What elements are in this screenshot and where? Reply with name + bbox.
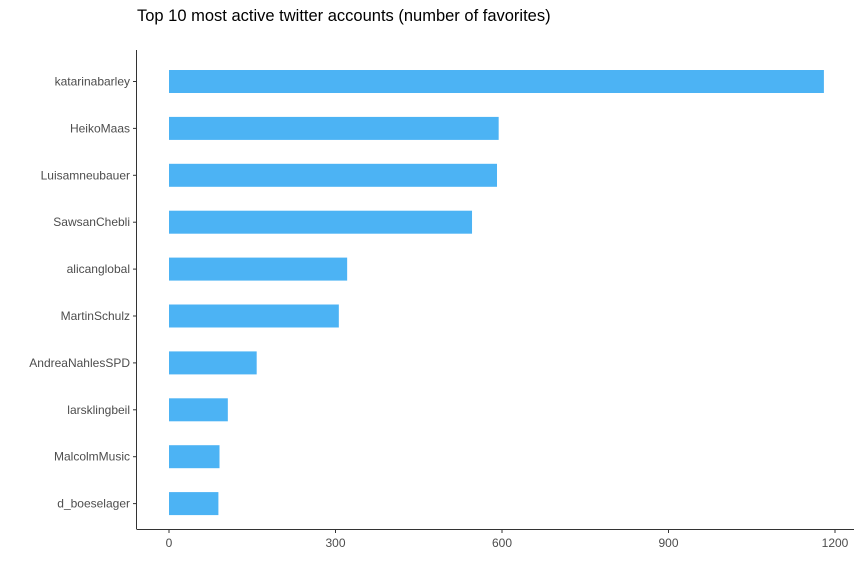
category-label: larsklingbeil: [67, 403, 130, 417]
category-label: katarinabarley: [55, 75, 130, 89]
bar-d_boeselager: [169, 492, 219, 516]
bar-HeikoMaas: [169, 116, 499, 140]
category-label: Luisamneubauer: [41, 168, 130, 182]
chart-title: Top 10 most active twitter accounts (num…: [137, 7, 551, 25]
bar-larsklingbeil: [169, 398, 228, 422]
category-label: SawsanChebli: [53, 215, 130, 229]
category-label: HeikoMaas: [70, 121, 130, 135]
bar-SawsanChebli: [169, 210, 473, 234]
bar-alicanglobal: [169, 257, 348, 281]
x-tick-label: 600: [492, 536, 512, 550]
category-labels: katarinabarley HeikoMaas Luisamneubauer Saw…: [29, 75, 137, 511]
x-tick-label: 300: [325, 536, 345, 550]
bars-group: [169, 70, 824, 516]
x-tick-label: 0: [166, 536, 173, 550]
bar-AndreaNahlesSPD: [169, 351, 257, 375]
category-label: AndreaNahlesSPD: [29, 356, 130, 370]
bar-MartinSchulz: [169, 304, 339, 328]
category-label: MalcolmMusic: [54, 450, 130, 464]
category-label: MartinSchulz: [61, 309, 130, 323]
bar-Luisamneubauer: [169, 163, 498, 187]
x-ticks: 0 300 600 900 1200: [166, 529, 849, 550]
bar-MalcolmMusic: [169, 445, 220, 469]
x-tick-label: 1200: [822, 536, 849, 550]
category-label: d_boeselager: [57, 497, 130, 511]
category-label: alicanglobal: [67, 262, 130, 276]
x-tick-label: 900: [658, 536, 678, 550]
bar-katarinabarley: [169, 70, 824, 93]
